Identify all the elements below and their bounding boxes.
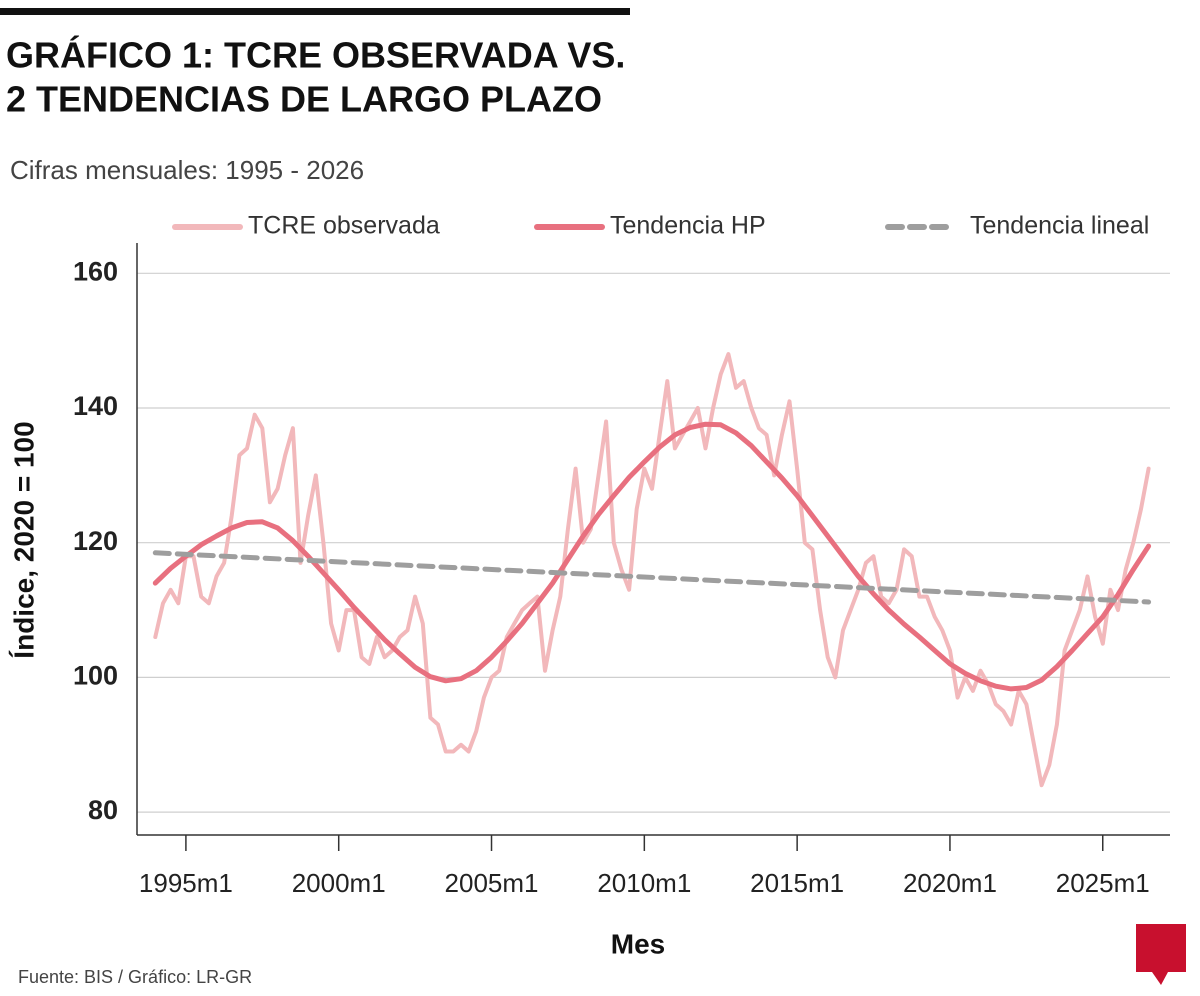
x-axis-label: Mes <box>611 928 665 959</box>
y-axis-label: Índice, 2020 = 100 <box>8 421 39 658</box>
chart-subtitle: Cifras mensuales: 1995 - 2026 <box>10 155 364 185</box>
chart-title: 2 TENDENCIAS DE LARGO PLAZO <box>6 79 602 120</box>
y-tick-label: 80 <box>88 795 118 825</box>
chart-title: GRÁFICO 1: TCRE OBSERVADA VS. <box>6 35 625 76</box>
legend-label: Tendencia lineal <box>970 212 1149 240</box>
series-line <box>152 421 1152 692</box>
y-tick-label: 160 <box>73 256 118 286</box>
legend-label: Tendencia HP <box>610 212 766 240</box>
source: Fuente: BIS / Gráfico: LR-GR <box>18 967 252 987</box>
y-tick-label: 100 <box>73 661 118 691</box>
x-tick-label: 2025m1 <box>1056 868 1150 898</box>
x-tick-label: 2020m1 <box>903 868 997 898</box>
x-tick-label: 1995m1 <box>139 868 233 898</box>
logo-tail <box>1152 972 1168 985</box>
series-line <box>152 550 1152 605</box>
x-tick-label: 2000m1 <box>292 868 386 898</box>
series-line <box>153 352 1151 788</box>
x-tick-label: 2005m1 <box>445 868 539 898</box>
y-tick-label: 120 <box>73 526 118 556</box>
x-tick-label: 2010m1 <box>597 868 691 898</box>
legend-label: TCRE observada <box>248 212 440 240</box>
header-bar <box>0 8 630 15</box>
x-tick-label: 2015m1 <box>750 868 844 898</box>
logo-box <box>1136 924 1186 972</box>
y-tick-label: 140 <box>73 391 118 421</box>
